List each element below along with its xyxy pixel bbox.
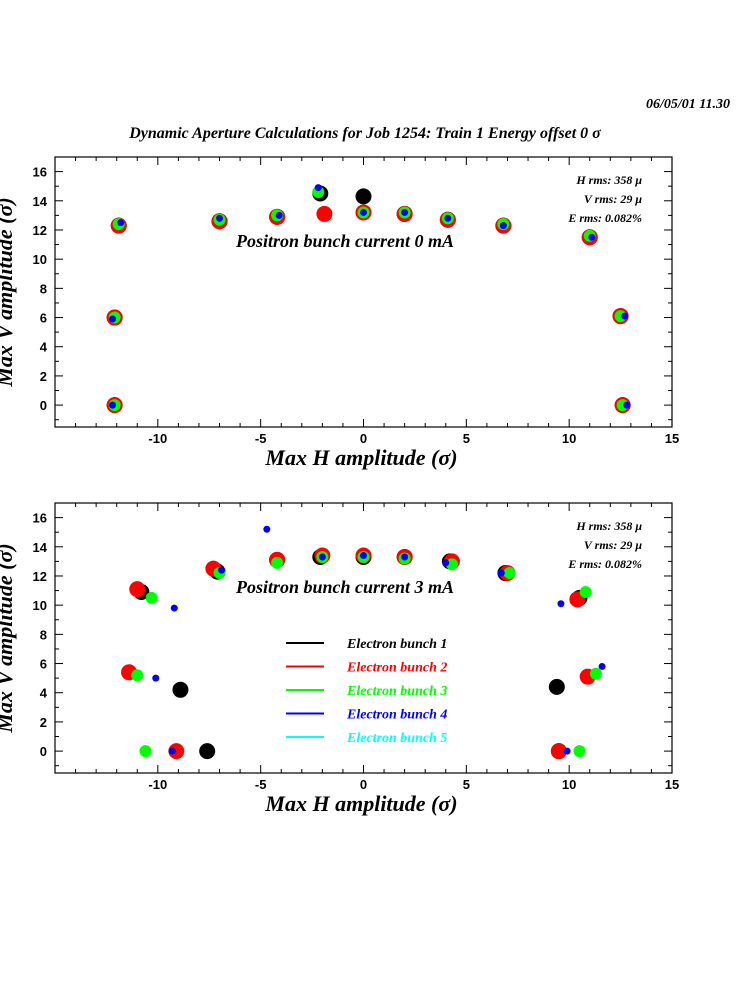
data-point-bunch-4 — [598, 662, 606, 670]
legend-label-2: Electron bunch 2 — [346, 661, 447, 676]
data-point-bunch-4 — [401, 553, 409, 561]
y-tick-label: 6 — [40, 311, 47, 326]
data-point-bunch-3 — [579, 586, 592, 599]
y-tick-label: 16 — [33, 165, 47, 180]
x-tick-label: -10 — [148, 777, 167, 792]
rms-annotation: V rms: 29 μ — [584, 538, 642, 552]
data-point-bunch-3 — [271, 556, 284, 569]
plot-0-mA: -10 -5 0 5 10 15 0 2 4 6 8 10 12 14 16 Max H amplitude … — [0, 156, 679, 470]
data-point-bunch-4 — [275, 211, 283, 219]
legend-label-1: Electron bunch 1 — [346, 637, 447, 652]
data-point-bunch-4 — [588, 233, 596, 241]
data-point-bunch-2 — [316, 205, 333, 222]
x-tick-label: -5 — [255, 777, 267, 792]
rms-annotation: H rms: 358 μ — [575, 519, 642, 533]
current-label: Positron bunch current 3 mA — [235, 577, 454, 597]
x-axis-label: Max H amplitude (σ) — [264, 445, 457, 470]
y-tick-label: 10 — [33, 252, 47, 267]
y-tick-label: 10 — [33, 598, 47, 613]
data-point-bunch-2 — [550, 743, 567, 760]
data-point-bunch-4 — [314, 184, 322, 192]
data-point-bunch-3 — [589, 667, 602, 680]
y-axis-label: Max V amplitude (σ) — [0, 543, 17, 733]
y-tick-label: 2 — [40, 369, 47, 384]
data-point-bunch-3 — [139, 745, 152, 758]
data-point-bunch-4 — [360, 208, 367, 216]
y-tick-label: 12 — [33, 569, 47, 584]
x-tick-label: 5 — [463, 431, 470, 446]
data-point-bunch-4 — [117, 219, 125, 227]
legend-label-4: Electron bunch 4 — [346, 708, 447, 723]
data-point-bunch-3 — [445, 558, 458, 571]
x-tick-label: 0 — [360, 431, 367, 446]
legend-label-5: Electron bunch 5 — [346, 731, 447, 746]
rms-annotation: E rms: 0.082% — [567, 211, 642, 225]
y-tick-label: 14 — [33, 194, 48, 209]
data-point-bunch-4 — [442, 559, 450, 567]
data-point-bunch-4 — [218, 566, 226, 574]
data-point-bunch-4 — [621, 312, 629, 320]
timestamp: 06/05/01 11.30 — [646, 97, 730, 112]
x-tick-label: 10 — [562, 777, 576, 792]
y-tick-label: 0 — [40, 744, 47, 759]
y-tick-label: 2 — [40, 715, 47, 730]
x-tick-label: -5 — [255, 431, 267, 446]
y-tick-label: 12 — [33, 223, 47, 238]
data-point-bunch-4 — [563, 747, 571, 755]
data-point-bunch-4 — [497, 569, 505, 577]
y-tick-label: 16 — [33, 511, 47, 526]
x-tick-label: 0 — [360, 777, 367, 792]
legend-label-3: Electron bunch 3 — [346, 684, 447, 699]
data-point-bunch-4 — [168, 747, 176, 755]
x-tick-label: 10 — [562, 431, 576, 446]
y-tick-label: 0 — [40, 398, 47, 413]
rms-annotation: H rms: 358 μ — [575, 173, 642, 187]
data-point-bunch-4 — [444, 214, 452, 222]
x-tick-label: 15 — [665, 777, 679, 792]
y-tick-label: 14 — [33, 540, 48, 555]
rms-annotation: V rms: 29 μ — [584, 192, 642, 206]
data-point-bunch-4 — [170, 604, 178, 612]
y-tick-label: 8 — [40, 627, 47, 642]
data-point-bunch-4 — [109, 401, 117, 409]
data-point-bunch-1 — [548, 678, 565, 695]
y-tick-label: 4 — [40, 340, 48, 355]
data-point-bunch-4 — [401, 208, 409, 216]
rms-annotation: E rms: 0.082% — [567, 557, 642, 571]
plot-3-mA: -10 -5 0 5 10 15 0 2 4 6 8 10 12 14 16 Max H amplitude … — [0, 502, 679, 816]
x-tick-label: 15 — [665, 431, 679, 446]
data-point-bunch-2 — [129, 581, 146, 598]
data-point-bunch-1 — [199, 743, 216, 760]
x-tick-label: 5 — [463, 777, 470, 792]
data-point-bunch-3 — [573, 745, 586, 758]
data-point-bunch-4 — [109, 315, 117, 323]
data-point-bunch-3 — [503, 567, 516, 580]
data-point-bunch-4 — [216, 214, 224, 222]
x-tick-label: -10 — [148, 431, 167, 446]
data-point-bunch-4 — [623, 401, 631, 409]
data-point-bunch-2 — [168, 743, 185, 760]
data-point-bunch-4 — [360, 552, 367, 560]
x-axis-label: Max H amplitude (σ) — [264, 791, 457, 816]
data-point-bunch-4 — [263, 525, 271, 533]
data-point-bunch-1 — [172, 681, 189, 698]
data-point-bunch-3 — [145, 591, 158, 604]
data-point-bunch-4 — [152, 674, 160, 682]
data-point-bunch-3 — [131, 669, 144, 682]
data-point-bunch-4 — [557, 600, 565, 608]
data-point-bunch-4 — [499, 222, 507, 230]
page-title: Dynamic Aperture Calculations for Job 12… — [128, 125, 601, 142]
y-tick-label: 8 — [40, 281, 47, 296]
data-point-bunch-4 — [318, 553, 326, 561]
data-point-bunch-1 — [355, 188, 372, 205]
y-tick-label: 6 — [40, 657, 47, 672]
y-tick-label: 4 — [40, 686, 48, 701]
current-label: Positron bunch current 0 mA — [235, 231, 454, 251]
y-axis-label: Max V amplitude (σ) — [0, 197, 17, 387]
